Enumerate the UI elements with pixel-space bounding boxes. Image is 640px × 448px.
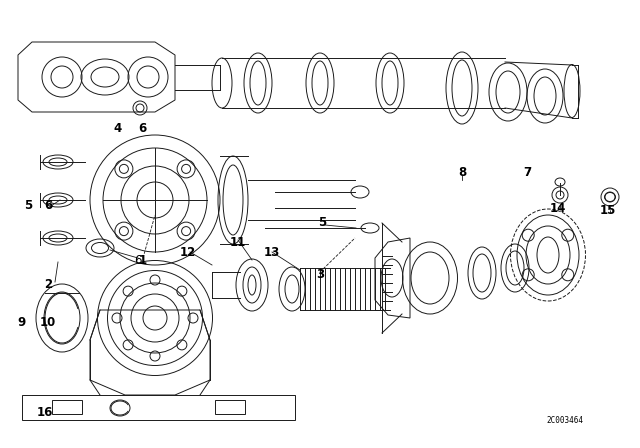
Text: 2: 2: [44, 279, 52, 292]
Bar: [52, 400, 82, 414]
Text: 5: 5: [24, 198, 32, 211]
Text: 13: 13: [264, 246, 280, 258]
Bar: [215, 400, 245, 414]
Text: 14: 14: [550, 202, 566, 215]
Text: 7: 7: [523, 165, 531, 178]
Text: 1: 1: [139, 254, 147, 267]
Text: 4: 4: [114, 121, 122, 134]
Text: 8: 8: [458, 165, 466, 178]
Text: 6: 6: [138, 121, 146, 134]
Text: 15: 15: [600, 203, 616, 216]
Text: 16: 16: [37, 405, 53, 418]
Text: 11: 11: [230, 236, 246, 249]
Text: 5: 5: [318, 215, 326, 228]
Text: 3: 3: [316, 268, 324, 281]
Text: 2C003464: 2C003464: [547, 415, 584, 425]
Text: 6: 6: [44, 198, 52, 211]
Text: 9: 9: [18, 315, 26, 328]
Text: 12: 12: [180, 246, 196, 258]
Text: 10: 10: [40, 315, 56, 328]
Text: 6: 6: [134, 254, 141, 267]
